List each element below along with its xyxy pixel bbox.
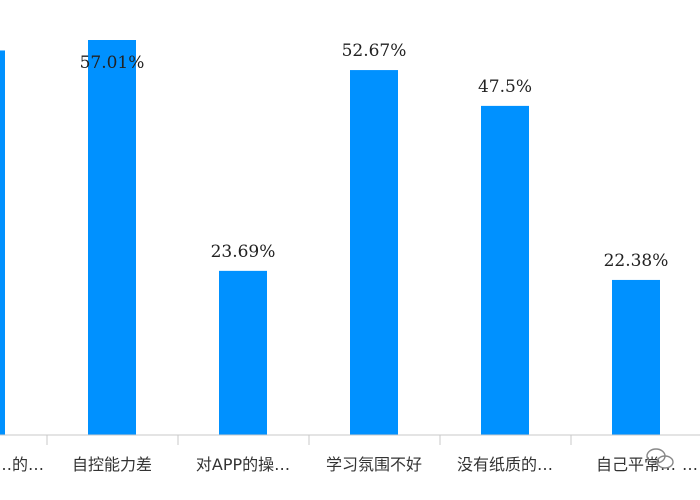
bar-0 (0, 50, 5, 436)
x-tick-labels-group: …的… 自控能力差 对APP的操… 学习氛围不好 没有纸质的… 自己平常… … (0, 455, 698, 474)
value-labels-group: …%57.01%23.69%52.67%47.5%22.38% (80, 41, 669, 271)
value-label-3: 52.67% (342, 41, 407, 61)
x-tick-label-2: 对APP的操… (196, 455, 290, 474)
bar-1 (88, 40, 136, 435)
value-label-1: 57.01% (80, 53, 145, 73)
x-tick-label-6: … (682, 455, 698, 474)
value-label-2: 23.69% (211, 242, 276, 262)
x-tick-label-1: 自控能力差 (72, 455, 152, 474)
x-tick-label-0: …的… (0, 455, 44, 474)
value-label-4: 47.5% (478, 77, 532, 97)
bars-group (0, 40, 660, 436)
x-tick-label-4: 没有纸质的… (457, 455, 553, 474)
bar-5 (612, 279, 660, 435)
bar-3 (350, 70, 398, 435)
x-ticks-group (46, 435, 572, 445)
x-tick-label-5: 自己平常… (596, 455, 676, 474)
bar-2 (219, 270, 267, 435)
bar-4 (481, 105, 529, 435)
value-label-5: 22.38% (604, 251, 669, 271)
wechat-watermark-icon (646, 448, 674, 469)
x-tick-label-3: 学习氛围不好 (326, 455, 422, 474)
